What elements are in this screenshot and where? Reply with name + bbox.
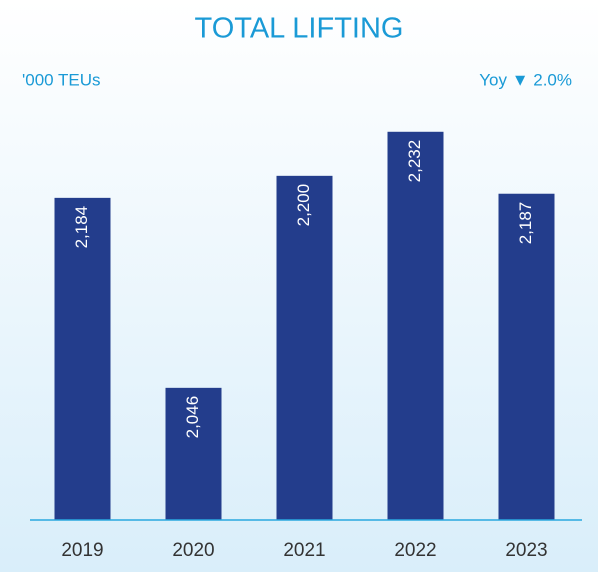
x-tick-label: 2019 [61,540,103,561]
bar [276,175,333,521]
value-label: 2,187 [516,202,535,245]
yoy-annotation: Yoy ▼ 2.0% [479,70,572,89]
chart-title: TOTAL LIFTING [195,13,404,45]
bar [165,387,222,520]
value-label: 2,200 [294,184,313,227]
bar [387,131,444,520]
value-label: 2,232 [405,140,424,183]
bar [498,193,555,521]
value-label: 2,184 [72,206,91,249]
bar [54,197,111,521]
x-tick-label: 2022 [394,540,436,561]
unit-label: '000 TEUs [22,70,101,89]
x-tick-label: 2020 [172,540,214,561]
x-tick-label: 2023 [505,540,547,561]
x-tick-label: 2021 [283,540,325,561]
value-label: 2,046 [183,396,202,439]
